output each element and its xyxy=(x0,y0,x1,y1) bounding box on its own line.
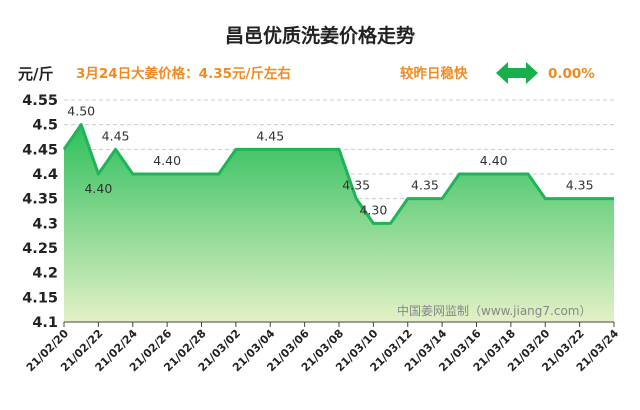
y-tick-label: 4.35 xyxy=(22,192,58,208)
data-label: 4.45 xyxy=(102,128,130,143)
watermark: 中国姜网监制（www.jiang7.com） xyxy=(397,303,591,318)
trend-text: 较昨日稳快 xyxy=(400,65,468,82)
y-tick-label: 4.4 xyxy=(32,167,58,183)
data-label: 4.40 xyxy=(84,181,112,196)
data-label: 4.35 xyxy=(342,178,370,193)
change-percent: 0.00% xyxy=(548,66,595,82)
y-tick-label: 4.45 xyxy=(22,142,58,158)
y-tick-label: 4.3 xyxy=(32,216,58,232)
y-tick-label: 4.5 xyxy=(32,118,58,134)
y-tick-label: 4.1 xyxy=(32,315,58,331)
price-area-fill xyxy=(64,124,614,322)
data-label: 4.30 xyxy=(359,202,387,217)
y-axis-unit: 元/斤 xyxy=(18,65,53,83)
price-info: 3月24日大姜价格：4.35元/斤左右 xyxy=(76,65,291,82)
x-axis: 21/02/2021/02/2221/02/2421/02/2621/02/28… xyxy=(24,321,621,374)
y-tick-label: 4.25 xyxy=(22,241,58,257)
y-tick-label: 4.2 xyxy=(32,266,58,282)
data-label: 4.45 xyxy=(256,128,284,143)
y-tick-label: 4.55 xyxy=(22,93,58,109)
data-label: 4.40 xyxy=(153,153,181,168)
double-arrow-icon xyxy=(496,62,538,84)
y-axis: 4.1 4.15 4.2 4.25 4.3 4.35 4.4 4.45 4.5 4.55 xyxy=(22,93,58,331)
data-label: 4.35 xyxy=(566,178,594,193)
y-tick-label: 4.15 xyxy=(22,290,58,306)
plot-area xyxy=(62,123,615,322)
data-label: 4.35 xyxy=(411,178,439,193)
data-label: 4.50 xyxy=(67,104,95,119)
data-label: 4.40 xyxy=(480,153,508,168)
data-labels: 4.50 4.40 4.45 4.40 4.45 4.35 4.30 4.35 4.40 4.35 xyxy=(67,104,593,218)
chart-title: 昌邑优质洗姜价格走势 xyxy=(225,24,415,47)
